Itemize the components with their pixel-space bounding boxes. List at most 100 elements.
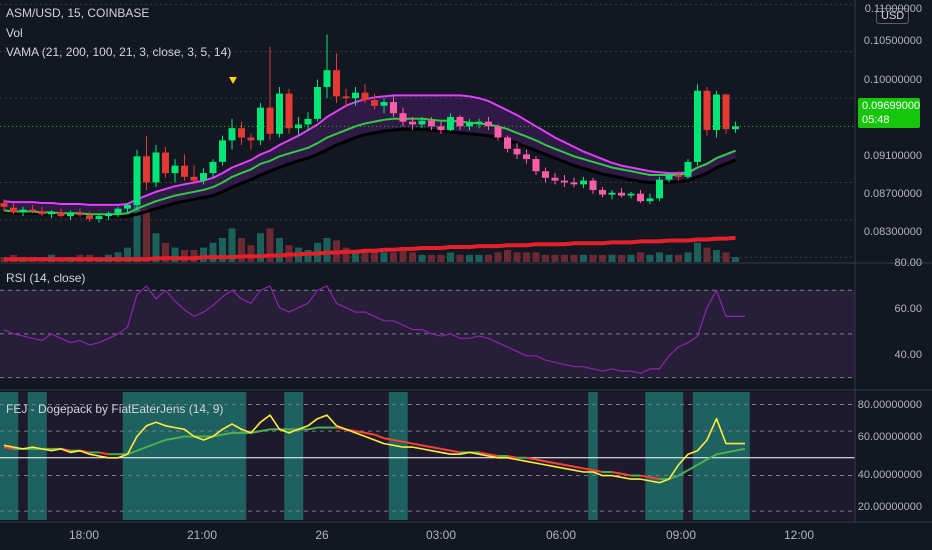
candle-body (114, 208, 122, 214)
countdown-value: 05:48 (862, 114, 890, 126)
volume-bar (485, 254, 492, 262)
candle-body (105, 213, 112, 217)
fej-signal-segment (440, 447, 451, 452)
volume-bar (523, 252, 530, 262)
fej-teal-zone (27, 392, 47, 520)
fej-signal-segment (260, 428, 271, 433)
fej-teal-zone (645, 392, 684, 520)
candle-body (209, 161, 217, 174)
volume-bar (247, 245, 255, 262)
volume-bar (675, 254, 682, 262)
rsi-axis-tick: 60.00 (894, 303, 922, 315)
candle-body (333, 70, 340, 97)
fej-signal-segment (250, 430, 261, 434)
fej-signal-segment (592, 469, 603, 473)
fej-signal-segment (355, 430, 366, 434)
candle-body (190, 176, 198, 181)
time-axis-tick: 06:00 (545, 528, 577, 542)
volume-bar (171, 247, 179, 262)
volume-bar (599, 254, 606, 262)
fej-axis-tick: 80.00000000 (857, 399, 922, 411)
volume-bar (228, 228, 236, 262)
volume-bar (608, 254, 616, 262)
candle-body (722, 94, 730, 130)
candle-body (124, 204, 131, 209)
volume-bar (200, 247, 207, 262)
volume-bar (589, 254, 597, 262)
fej-signal-segment (98, 451, 109, 456)
volume-bar (390, 252, 397, 262)
volume-bar (561, 254, 568, 262)
vama-fast-line (3, 117, 736, 216)
volume-bar (124, 247, 131, 262)
rsi-title[interactable]: RSI (14, close) (6, 271, 86, 285)
volume-bar (143, 209, 150, 262)
volume-bar (684, 252, 692, 262)
vama-cloud (4, 95, 736, 217)
volume-bar (475, 254, 483, 262)
candle-body (19, 209, 27, 213)
candle-body (399, 113, 407, 122)
fej-signal-segment (383, 437, 394, 441)
volume-bar (504, 250, 511, 262)
candle-body (162, 152, 169, 174)
price-axis-tick: 0.10000000 (863, 74, 922, 86)
candle-body (608, 192, 616, 195)
fej-signal-segment (554, 462, 565, 466)
fej-signal-segment (155, 439, 166, 445)
volume-bar (162, 242, 169, 262)
fej-signal-segment (535, 458, 546, 463)
fej-signal-segment (725, 449, 736, 454)
candle-body (494, 126, 502, 138)
fej-signal-segment (697, 458, 708, 466)
volume-bar (722, 252, 730, 262)
candle-body (152, 152, 160, 183)
volume-bar (694, 242, 701, 262)
volume-bar (209, 242, 217, 262)
candle-body (228, 128, 236, 141)
candle-body (276, 93, 283, 134)
candle-body (703, 90, 711, 131)
candle-body (589, 180, 597, 190)
candle-body (29, 209, 36, 212)
volume-bar (190, 250, 198, 262)
fej-yellow-line (3, 414, 745, 484)
candle-body (200, 173, 207, 181)
fej-signal-segment (668, 474, 679, 481)
fej-signal-segment (583, 467, 594, 472)
fej-signal-segment (146, 442, 157, 449)
volume-bar (456, 254, 464, 262)
fej-pane[interactable] (0, 392, 855, 520)
candle-body (523, 154, 530, 160)
time-axis-tick: 18:00 (68, 528, 100, 542)
candle-body (76, 213, 84, 216)
symbol-title[interactable]: ASM/USD, 15, COINBASE (6, 6, 150, 20)
candle-body (675, 174, 682, 177)
fej-signal-segment (735, 447, 746, 452)
candle-body (352, 92, 359, 99)
fej-signal-segment (374, 433, 385, 440)
volume-bar (323, 238, 331, 262)
volume-bar (713, 250, 720, 262)
rsi-axis-tick: 40.00 (894, 349, 922, 361)
candle-body (447, 116, 454, 131)
vama-label[interactable]: VAMA (21, 200, 100, 21, 3, close, 3, 5, … (6, 45, 232, 59)
volume-label[interactable]: Vol (6, 26, 23, 40)
price-axis-tick: 0.08300000 (863, 226, 922, 238)
candle-body (513, 148, 521, 155)
last-price-value: 0.09699000 (862, 100, 921, 112)
fej-signal-segment (393, 439, 404, 443)
currency-button[interactable]: USD (876, 8, 910, 24)
volume-bar (646, 254, 654, 262)
fej-teal-zone (588, 392, 598, 520)
price-pane[interactable] (0, 0, 855, 262)
fej-title[interactable]: FEJ - Dogepack by FiatEaterJens (14, 9) (6, 402, 224, 416)
pane-frame (0, 0, 932, 523)
candle-body (542, 171, 549, 178)
rsi-pane[interactable] (0, 264, 855, 382)
candle-body (285, 93, 293, 129)
volume-bar (152, 233, 160, 262)
fej-signal-segment (507, 455, 518, 459)
candle-body (295, 124, 302, 129)
